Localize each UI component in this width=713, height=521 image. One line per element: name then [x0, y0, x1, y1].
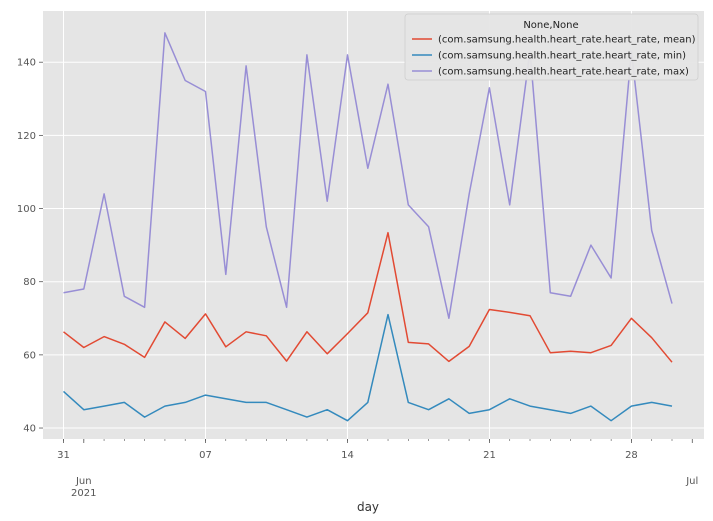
y-tick-label: 40: [23, 424, 36, 435]
y-tick-label: 120: [17, 131, 36, 142]
legend-label: (com.samsung.health.heart_rate.heart_rat…: [438, 35, 696, 46]
x-axis-label: day: [357, 500, 379, 514]
x-tick-label: 07: [199, 450, 212, 461]
axes: 40 60 80 100 120 140 31 Jun 2021 07 14 21 28 Jul: [17, 58, 698, 499]
series-lines: [62, 32, 673, 422]
legend-title: None,None: [523, 20, 578, 31]
y-tick-label: 140: [17, 58, 36, 69]
x-tick-label: Jul: [685, 476, 698, 487]
legend-label: (com.samsung.health.heart_rate.heart_rat…: [438, 67, 689, 78]
x-tick-label: Jun 2021: [71, 476, 96, 499]
grid: [43, 11, 704, 439]
series-line-2: [63, 32, 673, 320]
x-tick-label: 21: [483, 450, 496, 461]
plot-background: [43, 11, 704, 439]
legend: None,None (com.samsung.health.heart_rate…: [404, 13, 699, 81]
y-tick-label: 60: [23, 350, 36, 361]
y-tick-label: 100: [17, 204, 36, 215]
x-tick-label: 14: [341, 450, 354, 461]
legend-box: [404, 13, 699, 81]
legend-label: (com.samsung.health.heart_rate.heart_rat…: [438, 51, 686, 62]
x-tick-label: 31: [57, 450, 70, 461]
y-tick-label: 80: [23, 277, 36, 288]
series-line-0: [63, 231, 673, 363]
series-line-1: [62, 313, 673, 422]
x-tick-label: 28: [625, 450, 638, 461]
